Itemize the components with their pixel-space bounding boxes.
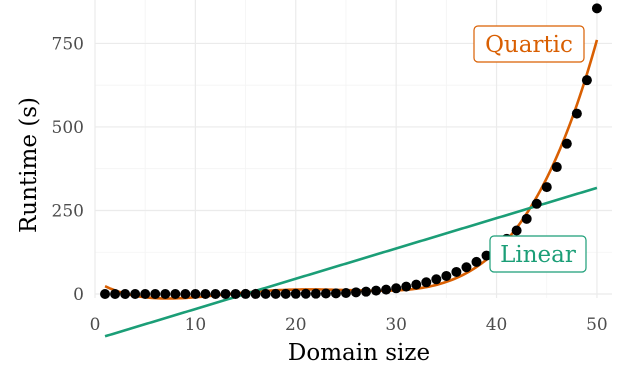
x-tick-label: 0	[90, 315, 101, 335]
data-point	[240, 288, 251, 299]
data-point	[361, 286, 372, 297]
data-point	[250, 288, 261, 299]
y-tick-label: 250	[52, 201, 84, 221]
x-axis-title: Domain size	[288, 340, 430, 366]
data-point	[591, 3, 602, 14]
data-point	[381, 284, 392, 295]
data-point	[431, 274, 442, 285]
data-point	[330, 288, 341, 299]
y-tick-label: 750	[52, 34, 84, 54]
data-point	[511, 225, 522, 236]
data-point	[371, 285, 382, 296]
data-point	[441, 270, 452, 281]
grid	[94, 0, 612, 298]
data-point	[120, 288, 131, 299]
data-point	[461, 262, 472, 273]
data-point	[190, 288, 201, 299]
linear-label-box: Linear	[489, 235, 587, 273]
x-tick-label: 20	[285, 315, 307, 335]
y-tick-labels: 0 250 500 750	[52, 34, 84, 305]
data-point	[180, 288, 191, 299]
data-point	[110, 288, 121, 299]
x-tick-label: 30	[385, 315, 407, 335]
data-point	[351, 287, 362, 298]
data-point	[340, 287, 351, 298]
y-axis-title: Runtime (s)	[16, 97, 42, 233]
x-tick-label: 10	[185, 315, 207, 335]
data-point	[150, 288, 161, 299]
data-point	[421, 277, 432, 288]
data-point	[391, 283, 402, 294]
linear-fit-line	[104, 186, 598, 338]
data-point	[130, 288, 141, 299]
data-point	[541, 182, 552, 193]
y-tick-label: 0	[73, 285, 84, 305]
data-point	[471, 256, 482, 267]
data-point	[280, 288, 291, 299]
data-point	[310, 288, 321, 299]
quartic-label-box: Quartic	[473, 25, 585, 63]
data-point	[561, 138, 572, 149]
data-point	[531, 198, 542, 209]
data-point	[270, 288, 281, 299]
data-point	[551, 162, 562, 173]
data-point	[320, 288, 331, 299]
x-tick-labels: 0 10 20 30 40 50	[90, 315, 608, 335]
data-point	[451, 266, 462, 277]
data-point	[521, 213, 532, 224]
data-point	[220, 288, 231, 299]
data-point	[140, 288, 151, 299]
data-point	[290, 288, 301, 299]
data-point	[481, 250, 492, 261]
data-point	[401, 281, 412, 292]
data-point	[411, 279, 422, 290]
data-point	[581, 75, 592, 86]
data-point	[260, 288, 271, 299]
linear-label: Linear	[500, 242, 576, 268]
y-tick-label: 500	[52, 118, 84, 138]
data-point	[170, 288, 181, 299]
data-point	[200, 288, 211, 299]
data-point	[571, 108, 582, 119]
quartic-label: Quartic	[485, 32, 573, 58]
data-point	[300, 288, 311, 299]
data-points	[100, 3, 602, 299]
x-tick-label: 50	[586, 315, 608, 335]
x-tick-label: 40	[486, 315, 508, 335]
data-point	[100, 288, 111, 299]
data-point	[160, 288, 171, 299]
data-point	[210, 288, 221, 299]
data-point	[230, 288, 241, 299]
